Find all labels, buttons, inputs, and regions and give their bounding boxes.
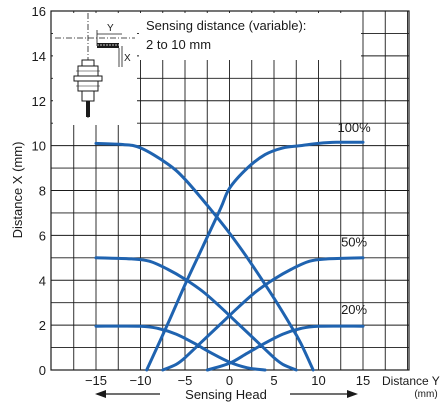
x-tick-label: −5 bbox=[178, 373, 193, 388]
y-tick-label: 16 bbox=[32, 4, 46, 19]
y-tick-label: 2 bbox=[39, 318, 46, 333]
x-tick-label: −10 bbox=[129, 373, 151, 388]
x-tick-label: 10 bbox=[311, 373, 325, 388]
svg-text:Y: Y bbox=[107, 23, 114, 34]
curves bbox=[94, 140, 365, 372]
x-tick-label: −15 bbox=[85, 373, 107, 388]
x-tick-label: 5 bbox=[270, 373, 277, 388]
curve-20pct-right bbox=[205, 324, 365, 372]
sensor-diagram-icon: Y X bbox=[53, 13, 137, 125]
series-label-100pct: 100% bbox=[337, 120, 371, 135]
curve-50pct-left bbox=[94, 256, 298, 372]
tick-labels: −15 −10 −5 0 5 10 15 0 2 4 6 8 10 12 14 16 bbox=[32, 4, 371, 388]
series-label-50pct: 50% bbox=[341, 235, 367, 250]
y-tick-label: 12 bbox=[32, 94, 46, 109]
sensing-head-arrow bbox=[95, 390, 358, 398]
x-tick-label: 0 bbox=[226, 373, 233, 388]
series-label-20pct: 20% bbox=[341, 302, 367, 317]
sensing-head-label: Sensing Head bbox=[185, 387, 267, 402]
curve-50pct-right bbox=[161, 256, 365, 372]
series-labels: 100% 50% 20% bbox=[337, 120, 371, 317]
y-tick-label: 4 bbox=[39, 273, 46, 288]
y-tick-label: 14 bbox=[32, 49, 46, 64]
y-axis-label: Distance X (mm) bbox=[10, 142, 25, 239]
y-tick-label: 10 bbox=[32, 139, 46, 154]
x-tick-label: 15 bbox=[356, 373, 370, 388]
x-axis-label: Distance Y bbox=[382, 374, 440, 388]
x-axis-unit: (mm) bbox=[414, 389, 437, 400]
y-tick-label: 0 bbox=[39, 363, 46, 378]
annotation-backdrop bbox=[139, 13, 361, 60]
curve-100pct-right bbox=[145, 140, 365, 372]
curve-20pct-left bbox=[94, 324, 267, 372]
annotation-line-1: Sensing distance (variable): bbox=[146, 18, 306, 33]
svg-text:X: X bbox=[124, 53, 131, 64]
y-tick-label: 8 bbox=[39, 184, 46, 199]
y-tick-label: 6 bbox=[39, 228, 46, 243]
annotation-line-2: 2 to 10 mm bbox=[146, 37, 211, 52]
